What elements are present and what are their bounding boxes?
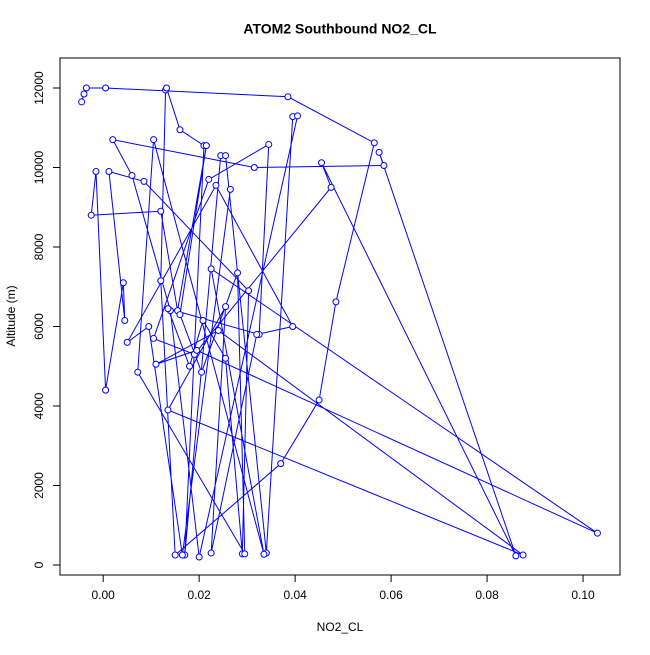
- point: [202, 142, 210, 150]
- x-tick-label: 0.04: [283, 588, 307, 602]
- point: [145, 322, 153, 330]
- point: [205, 175, 213, 183]
- point: [157, 277, 165, 285]
- point: [241, 550, 249, 558]
- point: [78, 98, 86, 106]
- point: [512, 552, 520, 560]
- point: [289, 322, 297, 330]
- point: [277, 460, 285, 468]
- y-tick-label: 0: [32, 561, 46, 568]
- x-tick-label: 0.06: [379, 588, 403, 602]
- point: [119, 279, 127, 287]
- point: [128, 171, 136, 179]
- x-axis-label: NO2_CL: [317, 620, 364, 634]
- chart-title: ATOM2 Southbound NO2_CL: [243, 21, 437, 37]
- point: [253, 330, 261, 338]
- x-tick-label: 0.10: [571, 588, 595, 602]
- y-tick-label: 6000: [32, 313, 46, 340]
- point: [222, 303, 230, 311]
- point: [315, 396, 323, 404]
- point: [265, 140, 273, 148]
- point: [222, 152, 230, 160]
- point: [121, 317, 129, 325]
- point: [260, 550, 268, 558]
- point: [152, 360, 160, 368]
- point: [234, 269, 242, 277]
- point: [140, 177, 148, 185]
- plot-frame: [59, 57, 621, 576]
- y-tick-label: 4000: [32, 392, 46, 419]
- point: [294, 112, 302, 120]
- y-tick-label: 2000: [32, 472, 46, 499]
- point: [92, 167, 100, 175]
- point: [134, 368, 142, 376]
- point: [186, 362, 194, 370]
- point: [82, 84, 90, 92]
- point: [212, 181, 220, 189]
- point: [198, 368, 206, 376]
- point: [250, 164, 258, 172]
- x-tick-label: 0.02: [187, 588, 211, 602]
- point: [102, 386, 110, 394]
- point: [164, 406, 172, 414]
- point: [87, 211, 95, 219]
- point: [123, 338, 131, 346]
- point: [178, 551, 186, 559]
- y-axis-label: Altitude (m): [4, 285, 18, 346]
- point: [199, 317, 207, 325]
- point: [207, 549, 215, 557]
- point: [102, 84, 110, 92]
- point: [164, 305, 172, 313]
- point: [150, 334, 158, 342]
- point: [222, 354, 230, 362]
- point: [318, 159, 326, 167]
- y-tick-label: 10000: [32, 150, 46, 184]
- point: [375, 148, 383, 156]
- point: [176, 311, 184, 319]
- x-tick-label: 0.00: [92, 588, 116, 602]
- point: [284, 93, 292, 101]
- point: [370, 139, 378, 147]
- point: [214, 326, 222, 334]
- point: [593, 529, 601, 537]
- y-tick-label: 8000: [32, 233, 46, 260]
- point: [245, 287, 253, 295]
- y-tick-label: 12000: [32, 71, 46, 105]
- point: [157, 207, 165, 215]
- point: [109, 136, 117, 144]
- point: [327, 183, 335, 191]
- point: [80, 90, 88, 98]
- point: [519, 551, 527, 559]
- point: [207, 265, 215, 273]
- point: [163, 84, 171, 92]
- point: [332, 298, 340, 306]
- point: [105, 167, 113, 175]
- point: [176, 126, 184, 134]
- x-tick-label: 0.08: [475, 588, 499, 602]
- point: [380, 162, 388, 170]
- point: [226, 185, 234, 193]
- point: [195, 553, 203, 561]
- point: [171, 551, 179, 559]
- point: [193, 346, 201, 354]
- point: [150, 136, 158, 144]
